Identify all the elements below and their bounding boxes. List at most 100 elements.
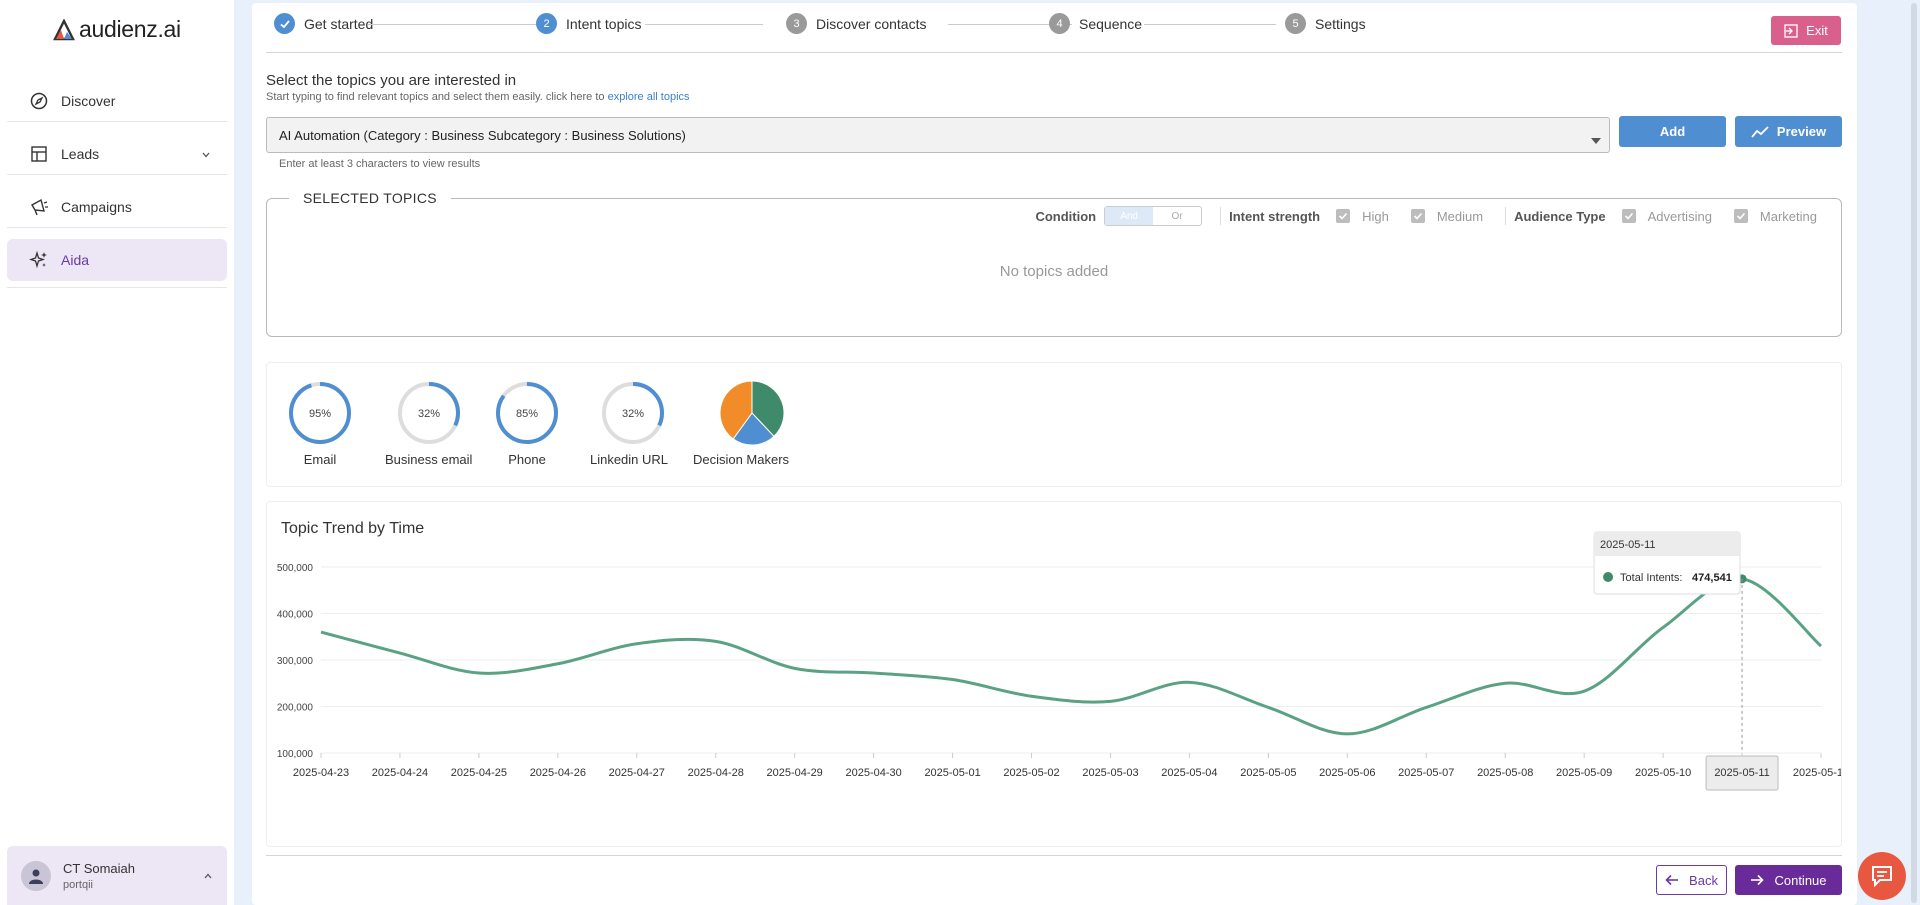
stat-value: 85% — [516, 408, 538, 420]
add-button[interactable]: Add — [1619, 116, 1726, 147]
stat-phone: 85% Phone — [495, 381, 559, 467]
explore-topics-link[interactable]: explore all topics — [607, 91, 690, 103]
x-tick-label: 2025-04-29 — [767, 767, 823, 779]
exit-button[interactable]: Exit — [1771, 16, 1841, 45]
decision-makers-pie — [719, 380, 784, 446]
step-label: Discover contacts — [816, 15, 927, 32]
preview-label: Preview — [1776, 124, 1827, 139]
table-icon — [29, 144, 49, 164]
caret-down-icon[interactable] — [1591, 132, 1601, 147]
brand-name: audienz.ai — [79, 16, 181, 42]
logo-icon — [53, 18, 75, 40]
x-tick-label: 2025-05-01 — [924, 767, 980, 779]
sidebar-item-leads[interactable]: Leads — [7, 133, 227, 175]
checkbox-icon — [1410, 209, 1425, 223]
stat-label: Linkedin URL — [589, 452, 669, 467]
x-tick-label: 2025-05-05 — [1240, 767, 1296, 779]
pie-slice — [731, 412, 775, 446]
step-discover-contacts[interactable]: 3 Discover contacts — [786, 13, 926, 34]
condition-label: Condition — [1035, 208, 1097, 224]
megaphone-icon — [29, 197, 49, 217]
linkedin-ring: 32% — [602, 382, 664, 444]
exit-icon — [1784, 23, 1798, 38]
input-hint: Enter at least 3 characters to view resu… — [279, 158, 481, 170]
user-menu[interactable]: CT Somaiah portqii — [7, 846, 227, 905]
step-intent-topics[interactable]: 2 Intent topics — [536, 13, 642, 34]
selected-topics-legend: SELECTED TOPICS — [289, 190, 451, 206]
user-name: CT Somaiah — [63, 860, 136, 876]
checkbox-icon — [1621, 209, 1636, 223]
step-label: Sequence — [1079, 15, 1143, 32]
back-button[interactable]: Back — [1656, 865, 1727, 895]
topic-search-input[interactable]: AI Automation (Category : Business Subca… — [266, 117, 1610, 153]
pie-slice — [751, 380, 784, 438]
x-tick-label: 2025-04-28 — [688, 767, 744, 779]
topics-subtitle: Start typing to find relevant topics and… — [266, 91, 690, 103]
topic-input-value: AI Automation (Category : Business Subca… — [279, 127, 686, 143]
topic-trend-chart: Topic Trend by Time 100,000 200,000 300,00… — [266, 501, 1842, 847]
stat-value: 32% — [622, 408, 644, 420]
y-tick-label: 100,000 — [277, 749, 314, 760]
step-label: Settings — [1315, 15, 1366, 32]
sidebar: audienz.ai Discover Leads Campaigns Aida — [0, 0, 234, 905]
step-connector — [948, 24, 1072, 25]
x-tick-label: 2025-05-09 — [1556, 767, 1612, 779]
y-tick-label: 500,000 — [277, 563, 314, 574]
x-tick-label: 2025-04-23 — [293, 767, 349, 779]
x-tick-label: 2025-04-24 — [372, 767, 428, 779]
compass-icon — [29, 91, 49, 111]
step-settings[interactable]: 5 Settings — [1285, 13, 1366, 34]
step-get-started[interactable]: Get started — [274, 13, 373, 34]
x-tick-label: 2025-05-07 — [1398, 767, 1454, 779]
x-tick-label: 2025-05-12 — [1793, 767, 1841, 779]
main-panel: Get started 2 Intent topics 3 Discover c… — [252, 3, 1857, 905]
ring-progress-arc — [398, 382, 460, 444]
topic-filters: Condition And Or Intent strength High Me… — [1035, 206, 1821, 226]
continue-button[interactable]: Continue — [1735, 865, 1842, 895]
arrow-right-icon — [1751, 874, 1765, 886]
divider — [1220, 207, 1222, 225]
x-tick-label: 2025-04-25 — [451, 767, 507, 779]
preview-button[interactable]: Preview — [1735, 116, 1842, 147]
intent-high-checkbox[interactable]: High — [1336, 209, 1389, 224]
stat-value: 32% — [418, 408, 440, 420]
phone-ring: 85% — [496, 382, 558, 444]
tooltip-date: 2025-05-11 — [1600, 539, 1655, 551]
stat-label: Decision Makers — [692, 452, 790, 467]
back-label: Back — [1689, 872, 1718, 888]
condition-or-option[interactable]: Or — [1171, 210, 1183, 222]
chat-button[interactable] — [1858, 852, 1906, 900]
contact-stats-panel: 95% Email 32% Business email 85% Phone — [266, 362, 1842, 487]
divider — [266, 52, 1842, 53]
audience-advertising-checkbox[interactable]: Advertising — [1621, 209, 1712, 224]
sidebar-item-label: Leads — [61, 145, 100, 162]
trend-chart-svg: 100,000 200,000 300,000 400,000 500,000 2025-… — [277, 531, 1841, 791]
stat-linkedin-url: 32% Linkedin URL — [589, 381, 669, 467]
sidebar-item-aida[interactable]: Aida — [7, 239, 227, 281]
sidebar-item-campaigns[interactable]: Campaigns — [7, 186, 227, 228]
step-label: Intent topics — [566, 15, 642, 32]
sidebar-item-discover[interactable]: Discover — [7, 80, 227, 122]
stepper: Get started 2 Intent topics 3 Discover c… — [272, 13, 1832, 37]
step-connector — [368, 24, 556, 25]
x-tick-label: 2025-04-26 — [530, 767, 586, 779]
x-tick-label: 2025-05-06 — [1319, 767, 1375, 779]
selected-topics-panel: SELECTED TOPICS Condition And Or Intent … — [266, 190, 1842, 337]
sidebar-divider — [7, 287, 227, 288]
step-number: 2 — [536, 13, 557, 34]
checkbox-icon — [1733, 209, 1748, 223]
brand-logo[interactable]: audienz.ai — [53, 16, 181, 43]
series-line-total-intents — [320, 577, 1822, 736]
audience-marketing-checkbox[interactable]: Marketing — [1733, 209, 1817, 224]
scrollbar-thumb[interactable] — [1911, 3, 1917, 903]
y-tick-label: 200,000 — [277, 703, 314, 714]
step-sequence[interactable]: 4 Sequence — [1049, 13, 1142, 34]
email-ring: 95% — [289, 382, 351, 444]
stat-business-email: 32% Business email — [385, 381, 472, 467]
sidebar-item-label: Aida — [61, 252, 90, 268]
business-email-ring: 32% — [398, 382, 460, 444]
continue-label: Continue — [1774, 872, 1827, 888]
condition-and-option[interactable]: And — [1105, 207, 1154, 225]
intent-medium-checkbox[interactable]: Medium — [1410, 209, 1483, 224]
sparkles-icon — [29, 250, 49, 270]
